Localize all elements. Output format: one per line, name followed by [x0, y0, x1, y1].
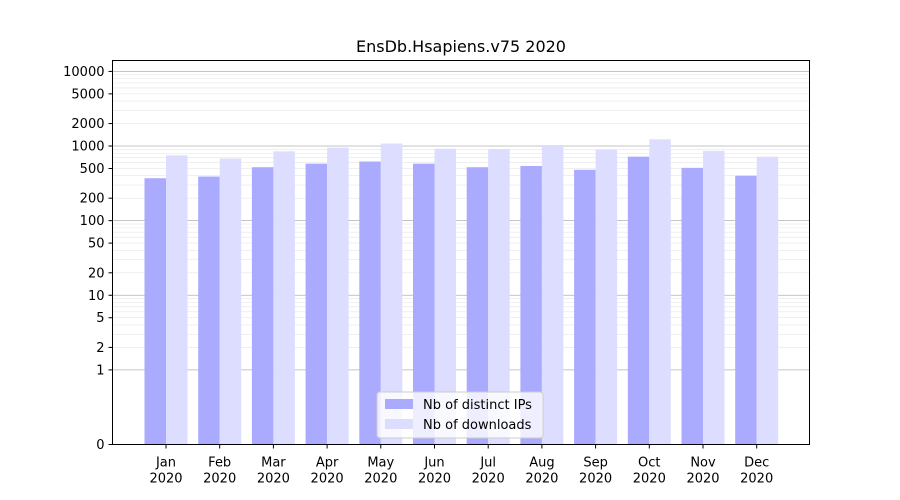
- legend-box: [376, 391, 544, 439]
- x-tick-label: Jan 2020: [149, 456, 182, 487]
- bar-distinct-ips: [681, 167, 703, 445]
- y-tick-label: 1: [96, 363, 104, 378]
- bar-distinct-ips: [627, 156, 650, 445]
- bar-downloads: [327, 147, 349, 445]
- y-tick-label: 50: [88, 237, 105, 252]
- legend-label: Nb of downloads: [423, 418, 532, 433]
- bar-distinct-ips: [574, 169, 596, 445]
- y-tick-label: 2000: [71, 117, 104, 132]
- x-tick-label: Mar 2020: [257, 456, 290, 487]
- x-tick-label: Feb 2020: [203, 456, 236, 487]
- bar-distinct-ips: [305, 163, 328, 445]
- legend: Nb of distinct IPs Nb of downloads: [376, 391, 544, 439]
- bar-downloads: [756, 156, 779, 445]
- x-axis: Jan 2020 Feb 2020 Mar 2020 Apr 2020 May 2020 Jun 20…: [149, 444, 773, 487]
- bars: [144, 139, 779, 445]
- x-tick-label: Apr 2020: [311, 456, 344, 487]
- bar-downloads: [595, 149, 618, 445]
- bar-distinct-ips: [198, 176, 220, 445]
- bar-distinct-ips: [144, 178, 166, 445]
- bar-downloads: [488, 149, 510, 445]
- x-tick-label: Aug 2020: [525, 456, 558, 487]
- y-tick-label: 100: [80, 214, 105, 229]
- bar-distinct-ips: [359, 161, 381, 445]
- bar-distinct-ips: [466, 167, 489, 445]
- legend-swatch: [385, 419, 413, 429]
- y-axis: 0 1 2 5 10 20 50 100 200 500 1000 2000 5000 10000: [63, 65, 113, 453]
- y-tick-label: 500: [80, 162, 105, 177]
- x-tick-label: May 2020: [364, 456, 397, 487]
- y-tick-label: 10: [88, 289, 105, 304]
- x-tick-label: Jul 2020: [472, 456, 505, 487]
- bar-downloads: [380, 143, 403, 445]
- y-tick-label: 1000: [71, 140, 104, 155]
- x-tick-label: Nov 2020: [686, 456, 719, 487]
- bar-downloads: [434, 148, 456, 445]
- chart-title: EnsDb.Hsapiens.v75 2020: [356, 37, 566, 56]
- bar-distinct-ips: [413, 163, 435, 445]
- y-tick-label: 5: [96, 311, 104, 326]
- bar-downloads: [273, 151, 295, 445]
- legend-label: Nb of distinct IPs: [423, 398, 532, 413]
- bar-downloads: [703, 150, 725, 445]
- y-tick-label: 0: [96, 438, 104, 453]
- y-tick-label: 5000: [71, 87, 104, 102]
- x-tick-label: Sep 2020: [579, 456, 612, 487]
- legend-swatch: [385, 399, 413, 409]
- x-tick-label: Jun 2020: [418, 456, 451, 487]
- x-tick-label: Oct 2020: [633, 456, 666, 487]
- y-tick-label: 200: [80, 192, 105, 207]
- bar-downloads: [219, 158, 242, 445]
- bar-distinct-ips: [251, 167, 274, 445]
- plot-frame: [112, 60, 810, 445]
- y-tick-label: 20: [88, 266, 105, 281]
- bar-distinct-ips: [520, 165, 542, 445]
- y-tick-label: 2: [96, 341, 104, 356]
- bar-distinct-ips: [735, 175, 757, 445]
- bar-downloads: [541, 146, 564, 445]
- bar-downloads: [166, 155, 188, 445]
- x-tick-label: Dec 2020: [740, 456, 773, 487]
- y-tick-label: 10000: [63, 65, 104, 80]
- bar-downloads: [649, 139, 671, 445]
